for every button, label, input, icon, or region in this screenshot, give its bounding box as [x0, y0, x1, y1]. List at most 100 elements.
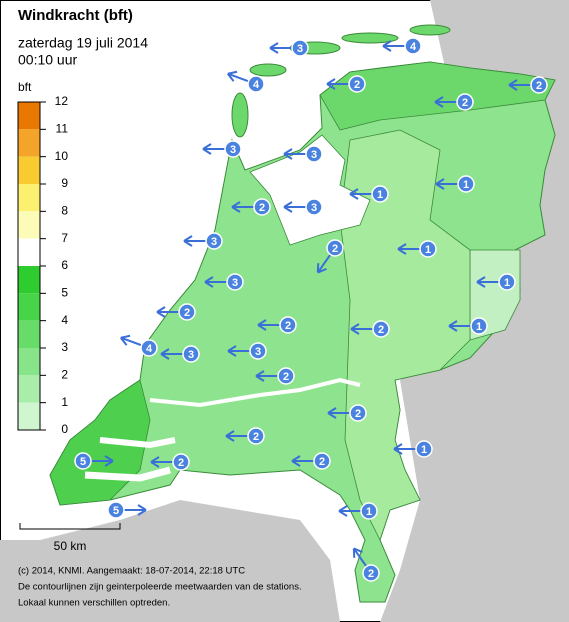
station-value: 2	[354, 79, 360, 91]
station-value: 2	[319, 456, 325, 468]
station: 3	[283, 145, 323, 163]
wind-arrowhead	[393, 443, 403, 455]
station: 2	[327, 404, 367, 422]
station: 2	[225, 427, 265, 445]
germany	[380, 20, 569, 622]
station-value: 2	[285, 320, 291, 332]
station: 4	[382, 37, 422, 55]
station: 1	[435, 175, 475, 193]
station-value: 3	[230, 144, 236, 156]
wind-arrowhead	[283, 148, 293, 160]
wind-arrowhead	[283, 201, 293, 213]
station-value: 2	[259, 202, 265, 214]
station-marker	[107, 501, 125, 519]
wind-arrowhead	[327, 407, 337, 419]
wind-arrowhead	[225, 430, 235, 442]
island	[249, 63, 287, 77]
station-marker	[456, 93, 474, 111]
legend-swatch	[18, 129, 40, 157]
wind-arrowhead	[120, 334, 131, 346]
station: 3	[204, 273, 244, 291]
station-marker	[279, 316, 297, 334]
station-value: 4	[410, 41, 417, 53]
legend-label: 1	[61, 395, 68, 409]
wind-arrowhead	[316, 263, 327, 274]
legend-label: 12	[55, 94, 69, 108]
station-marker	[291, 39, 309, 57]
station-marker	[247, 75, 265, 93]
legend-swatch	[18, 211, 40, 239]
station-marker	[371, 185, 389, 203]
station-value: 2	[332, 243, 338, 255]
estuary	[99, 437, 176, 449]
wind-arrowhead	[231, 201, 241, 213]
station-value: 2	[378, 324, 384, 336]
station-value: 1	[421, 444, 427, 456]
legend-label: 6	[61, 258, 68, 272]
station-value: 2	[184, 307, 190, 319]
station-marker	[277, 367, 295, 385]
station-marker	[253, 198, 271, 216]
station: 3	[183, 232, 223, 250]
station-marker	[178, 303, 196, 321]
station-value: 2	[253, 431, 259, 443]
legend-label: 7	[61, 231, 68, 245]
wind-arrowhead	[269, 42, 279, 54]
wind-arrowhead	[352, 547, 363, 558]
legend-label: 2	[61, 368, 68, 382]
station-value: 2	[355, 408, 361, 420]
wind-arrowhead	[227, 345, 237, 357]
legend-swatch	[18, 238, 40, 266]
station-value: 1	[425, 244, 431, 256]
station-marker	[372, 320, 390, 338]
legend-swatch	[18, 156, 40, 184]
legend-label: 11	[56, 122, 69, 136]
stations: 3 4 4 2 2 2 3 3 1 1 2 3 2 3 1 3 1 2 2 2 1 4 3 3 2 2 2 1 5 2 2 5 1 2	[74, 37, 548, 582]
station: 2	[255, 367, 295, 385]
wind-arrowhead	[291, 455, 301, 467]
station-marker	[182, 345, 200, 363]
station-marker	[226, 273, 244, 291]
station-value: 3	[297, 43, 303, 55]
scale-label: 50 km	[54, 539, 87, 553]
date: zaterdag 19 juli 2014	[18, 35, 148, 51]
station-marker	[305, 198, 323, 216]
station: 2	[231, 198, 271, 216]
legend-label: 4	[61, 313, 68, 327]
legend-swatch	[18, 375, 40, 403]
region-north	[319, 61, 556, 131]
region-central-east	[339, 129, 471, 542]
legend-label: 5	[61, 286, 68, 300]
wind-arrowhead	[326, 78, 336, 90]
wind-arrowhead	[508, 79, 518, 91]
station-value: 4	[253, 79, 260, 91]
wind-arrowhead	[448, 320, 458, 332]
station-marker	[348, 75, 366, 93]
river	[149, 377, 361, 408]
station-marker	[305, 145, 323, 163]
legend-swatch	[18, 293, 40, 321]
station-value: 2	[178, 457, 184, 469]
wind-arrowhead	[338, 505, 348, 517]
station: 3	[283, 198, 323, 216]
wind-arrowhead	[150, 456, 160, 468]
station-value: 3	[188, 349, 194, 361]
station-value: 2	[536, 80, 542, 92]
station: 3	[202, 140, 242, 158]
station: 5	[107, 501, 147, 519]
station: 2	[352, 547, 380, 582]
wind-arrowhead	[435, 178, 445, 190]
legend-swatch	[18, 320, 40, 348]
station: 1	[349, 185, 389, 203]
legend-swatch	[18, 266, 40, 294]
time: 00:10 uur	[18, 52, 77, 68]
station-value: 5	[80, 456, 86, 468]
station-marker	[74, 452, 92, 470]
station-marker	[498, 273, 516, 291]
station: 2	[434, 93, 474, 111]
wind-arrowhead	[350, 323, 360, 335]
estuary	[84, 466, 171, 482]
station: 1	[448, 317, 488, 335]
station-value: 3	[311, 202, 317, 214]
station: 3	[227, 342, 267, 360]
